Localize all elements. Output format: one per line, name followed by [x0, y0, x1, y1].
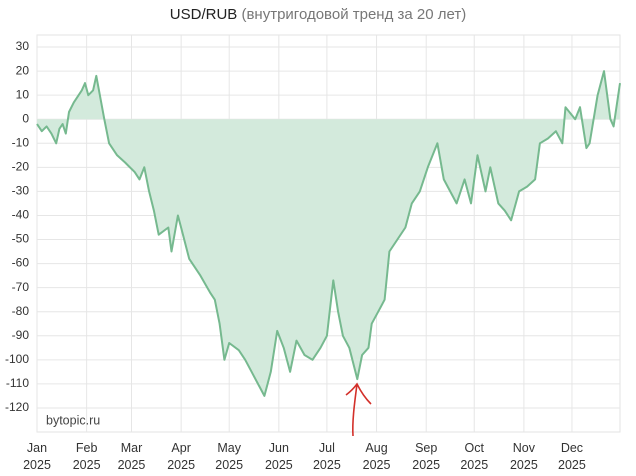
x-tick-label: Mar 2025: [117, 441, 146, 472]
y-tick-label: -40: [12, 208, 30, 222]
y-tick-label: -50: [12, 232, 30, 246]
y-tick-label: -120: [5, 400, 29, 414]
chart-title: USD/RUB: [170, 6, 238, 23]
x-tick-label: Jun 2025: [264, 441, 293, 472]
marks: [36, 70, 621, 397]
annotation-arrow: [345, 382, 372, 437]
y-tick-label: -20: [12, 160, 30, 174]
watermark: bytopic.ru: [46, 413, 100, 427]
x-tick-label: Dec 2025: [558, 441, 586, 472]
x-tick-label: Apr 2025: [167, 441, 196, 472]
line: [36, 70, 621, 397]
x-tick-label: Oct 2025: [460, 441, 489, 472]
y-tick-label: -100: [5, 352, 29, 366]
area: [37, 71, 620, 396]
y-tick-label: -30: [12, 184, 30, 198]
y-tick-label: 10: [16, 87, 30, 101]
y-tick-label: -90: [12, 328, 30, 342]
x-tick-label: May 2025: [215, 441, 244, 472]
x-tick-label: Sep 2025: [412, 441, 441, 472]
x-tick-label: Nov 2025: [509, 441, 538, 472]
x-tick-label: Jul 2025: [312, 441, 341, 472]
y-tick-label: -70: [12, 280, 30, 294]
y-tick-label: -110: [6, 376, 29, 390]
y-tick-label: 30: [16, 39, 30, 53]
y-tick-label: -10: [12, 135, 30, 149]
y-tick-label: 0: [22, 111, 29, 125]
x-tick-label: Feb 2025: [72, 441, 101, 472]
x-tick-label: Jan 2025: [23, 441, 51, 472]
chart-subtitle: (внутригодовой тренд за 20 лет): [241, 6, 466, 23]
y-tick-label: -80: [12, 304, 30, 318]
x-tick-label: Aug 2025: [362, 441, 391, 472]
y-tick-label: 20: [16, 63, 30, 77]
y-tick-label: -60: [12, 256, 30, 270]
chart-heading: USD/RUB (внутригодовой тренд за 20 лет): [170, 6, 466, 23]
